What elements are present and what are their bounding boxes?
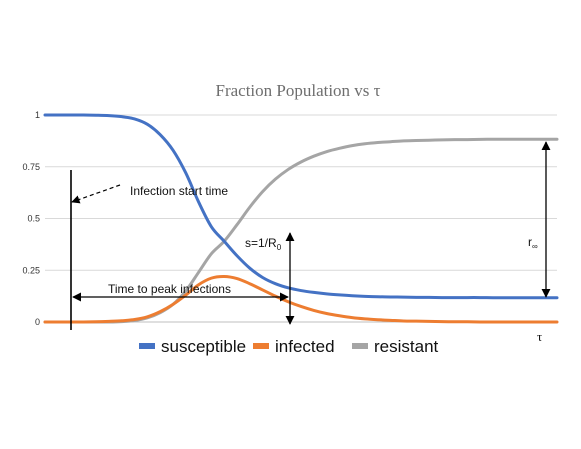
s-threshold-label: s=1/R0 [245, 236, 282, 252]
series-lines [43, 113, 559, 324]
y-tick-label: 0.25 [22, 265, 40, 275]
chart-title: Fraction Population vs τ [215, 81, 380, 100]
r-infinity-main: r [528, 235, 532, 249]
legend-item-infected: infected [253, 337, 335, 356]
series-line-susceptible [43, 113, 559, 300]
legend-swatch [352, 343, 368, 349]
legend: susceptible infected resistant [139, 337, 439, 356]
infection-start-pointer [71, 184, 121, 204]
time-to-peak-label: Time to peak infections [108, 282, 231, 296]
y-tick-labels: 0 0.25 0.5 0.75 1 [22, 110, 40, 327]
legend-item-resistant: resistant [352, 337, 439, 356]
y-tick-label: 1 [35, 110, 40, 120]
legend-swatch [253, 343, 269, 349]
legend-label: resistant [374, 337, 439, 356]
r-infinity-label: r∞ [528, 235, 538, 251]
legend-item-susceptible: susceptible [139, 337, 246, 356]
legend-label: susceptible [161, 337, 246, 356]
series-line-infected [43, 274, 559, 324]
x-axis-label: τ [537, 329, 542, 344]
y-tick-label: 0.75 [22, 162, 40, 172]
r-infinity-sub: ∞ [532, 242, 538, 251]
s-threshold-sub: 0 [277, 243, 282, 252]
s-threshold-main: s=1/R [245, 236, 277, 250]
legend-label: infected [275, 337, 335, 356]
y-tick-label: 0.5 [27, 214, 40, 224]
legend-swatch [139, 343, 155, 349]
infection-start-label: Infection start time [130, 184, 228, 198]
y-tick-label: 0 [35, 317, 40, 327]
